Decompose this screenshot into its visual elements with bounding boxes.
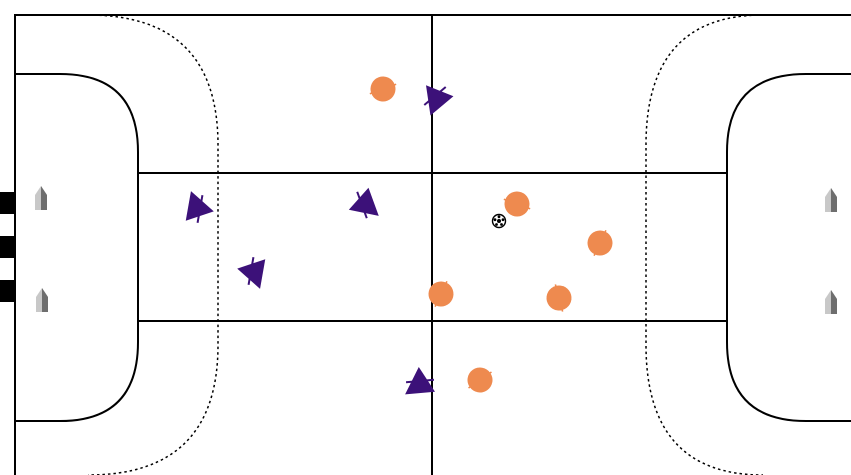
attackers-layer	[369, 76, 613, 393]
cone-marker-icon	[825, 188, 837, 212]
cones-layer	[35, 186, 837, 314]
orange-player-circle-icon	[503, 191, 531, 217]
purple-player-triangle-icon	[348, 187, 379, 219]
purple-player-triangle-icon	[405, 367, 435, 395]
cone-marker-icon	[825, 290, 837, 314]
free-throw-line-left	[87, 14, 219, 475]
purple-player-triangle-icon	[423, 85, 454, 116]
cone-marker-icon	[35, 186, 47, 210]
goal-left	[0, 192, 16, 302]
orange-player-circle-icon	[428, 280, 454, 308]
orange-player-circle-icon	[546, 284, 572, 312]
goal-area-left	[15, 73, 139, 422]
court-boundary	[14, 14, 851, 475]
defenders-layer	[185, 85, 454, 395]
handball-ball-icon	[491, 213, 507, 229]
purple-player-triangle-icon	[185, 191, 214, 223]
goal-area-right	[726, 73, 851, 422]
court-lines	[14, 14, 851, 475]
orange-player-circle-icon	[369, 76, 397, 102]
free-throw-lines	[87, 14, 764, 475]
cone-marker-icon	[36, 288, 48, 312]
purple-player-triangle-icon	[237, 257, 266, 289]
free-throw-line-right	[645, 14, 764, 475]
orange-player-circle-icon	[587, 229, 613, 257]
orange-player-circle-icon	[467, 367, 493, 393]
